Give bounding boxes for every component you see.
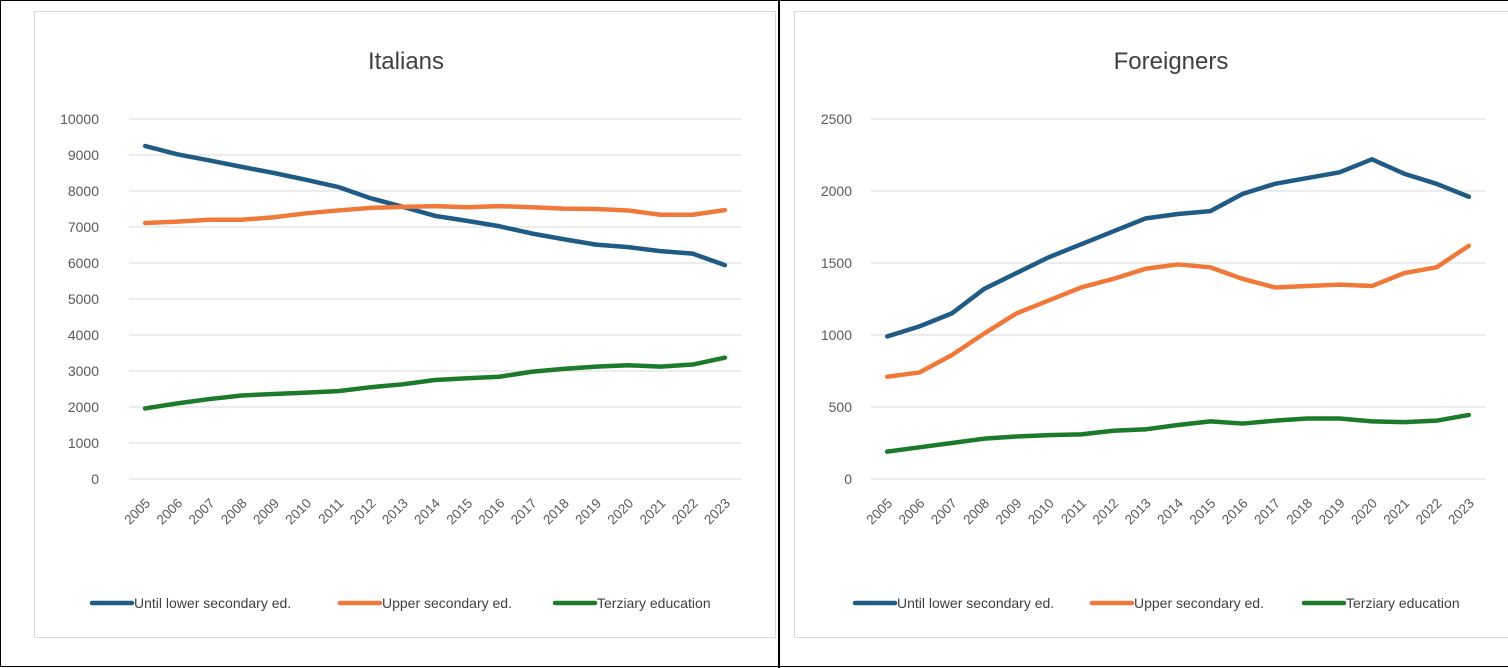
legend-label: Terziary education <box>597 595 711 611</box>
legend-label: Terziary education <box>1346 595 1460 611</box>
chart-panel-foreigners: Foreigners 0 500 1000 1500 2000 2500 2005 2006… <box>794 11 1508 638</box>
x-tick-label: 2014 <box>411 495 443 527</box>
x-tick-label: 2009 <box>993 496 1025 528</box>
x-tick-label: 2007 <box>186 496 218 528</box>
series-line-terziary <box>142 355 728 411</box>
chart-panel-italians: Italians 0 1000 2000 3000 4000 5000 6000 7000 80… <box>34 11 776 638</box>
y-tick-label: 1500 <box>821 255 852 271</box>
y-tick-label: 8000 <box>68 183 99 199</box>
x-tick-label: 2013 <box>1122 496 1154 528</box>
y-tick-label: 7000 <box>68 219 99 235</box>
legend-label: Upper secondary ed. <box>1134 595 1264 611</box>
x-tick-label: 2019 <box>1316 496 1348 528</box>
x-tick-label: 2006 <box>896 496 928 528</box>
x-tick-label: 2008 <box>960 496 992 528</box>
chart-title: Foreigners <box>1114 48 1229 75</box>
legend-label: Until lower secondary ed. <box>134 595 291 611</box>
x-tick-label: 2016 <box>1219 496 1251 528</box>
y-tick-label: 0 <box>844 471 852 487</box>
y-tick-label: 2000 <box>821 183 852 199</box>
x-tick-label: 2006 <box>154 496 186 528</box>
x-tick-label: 2021 <box>1380 496 1412 528</box>
x-tick-label: 2018 <box>540 496 572 528</box>
x-tick-label: 2010 <box>1025 496 1057 528</box>
x-tick-label: 2007 <box>928 496 960 528</box>
x-tick-label: 2010 <box>282 496 314 528</box>
x-tick-label: 2022 <box>1413 496 1445 528</box>
x-tick-label: 2015 <box>1187 496 1219 528</box>
y-tick-label: 0 <box>91 471 99 487</box>
x-tick-label: 2017 <box>508 496 540 528</box>
y-tick-label: 2500 <box>821 111 852 127</box>
y-tick-label: 1000 <box>821 327 852 343</box>
y-tick-label: 6000 <box>68 255 99 271</box>
y-tick-label: 2000 <box>68 399 99 415</box>
y-tick-label: 1000 <box>68 435 99 451</box>
legend-label: Upper secondary ed. <box>382 595 512 611</box>
x-tick-label: 2017 <box>1251 496 1283 528</box>
x-tick-label: 2023 <box>1445 496 1477 528</box>
x-tick-label: 2008 <box>218 496 250 528</box>
x-tick-label: 2013 <box>379 496 411 528</box>
chart-foreigners: Foreigners 0 500 1000 1500 2000 2500 2005 2006… <box>821 48 1485 611</box>
series-line-until-lower <box>142 143 728 268</box>
y-tick-label: 4000 <box>68 327 99 343</box>
x-tick-label: 2018 <box>1284 496 1316 528</box>
x-tick-label: 2011 <box>1058 496 1089 527</box>
legend-label: Until lower secondary ed. <box>897 595 1054 611</box>
x-tick-label: 2020 <box>605 496 637 528</box>
x-tick-label: 2005 <box>121 496 153 528</box>
x-tick-label: 2009 <box>250 496 282 528</box>
y-tick-label: 9000 <box>68 147 99 163</box>
series-line-terziary <box>884 412 1472 454</box>
x-tick-label: 2019 <box>572 496 604 528</box>
y-tick-label: 3000 <box>68 363 99 379</box>
y-tick-label: 10000 <box>60 111 99 127</box>
x-tick-label: 2014 <box>1154 495 1186 527</box>
x-tick-label: 2016 <box>476 496 508 528</box>
x-tick-label: 2012 <box>347 496 379 528</box>
x-tick-label: 2005 <box>863 496 895 528</box>
x-tick-label: 2020 <box>1348 496 1380 528</box>
x-tick-label: 2023 <box>701 496 733 528</box>
y-tick-label: 5000 <box>68 291 99 307</box>
x-tick-label: 2012 <box>1090 496 1122 528</box>
series-line-upper <box>884 243 1472 380</box>
chart-title: Italians <box>368 48 444 75</box>
x-tick-label: 2015 <box>443 496 475 528</box>
x-tick-label: 2021 <box>637 496 669 528</box>
x-tick-label: 2011 <box>315 496 346 527</box>
panel-divider <box>778 1 780 668</box>
x-tick-label: 2022 <box>669 496 701 528</box>
y-tick-label: 500 <box>829 399 853 415</box>
series-line-upper <box>142 203 728 226</box>
chart-italians: Italians 0 1000 2000 3000 4000 5000 6000 7000 80… <box>60 48 741 611</box>
series-line-until-lower <box>884 157 1472 339</box>
